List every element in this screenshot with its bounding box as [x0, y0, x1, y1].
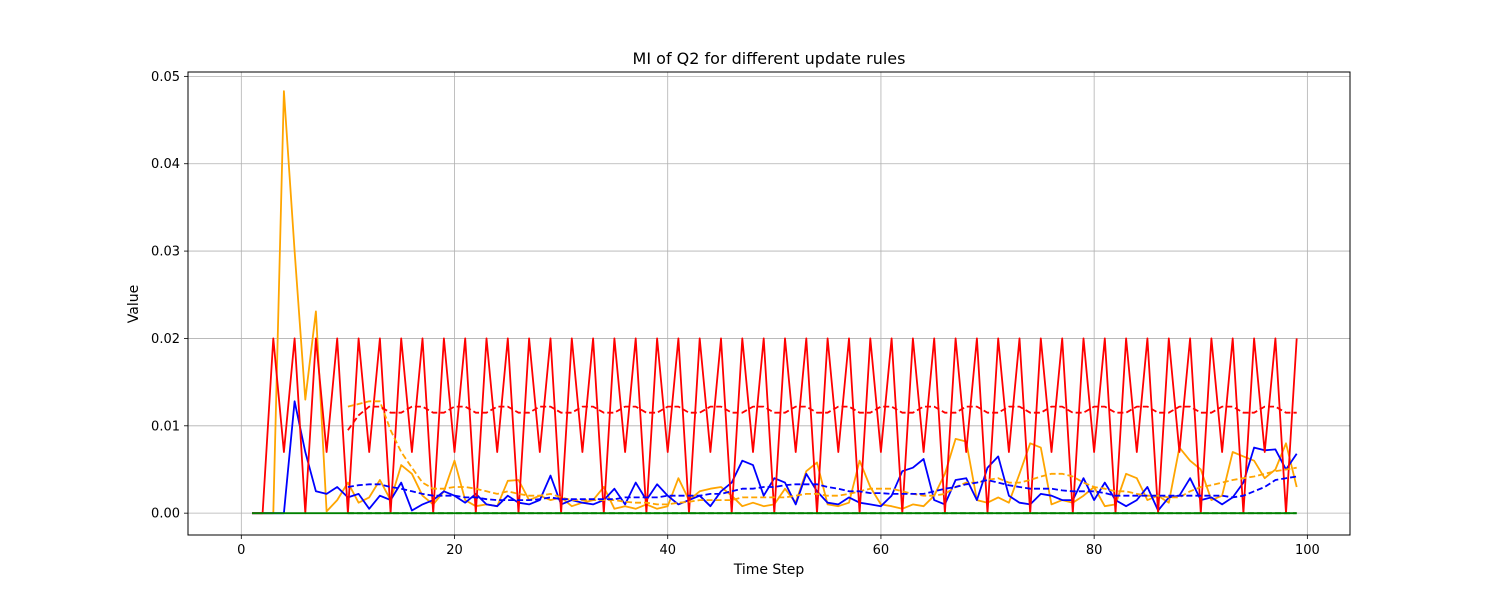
y-axis-label: Value	[126, 285, 142, 323]
ticks: 0 20 40 60 80 100 0.00 0.01 0.02 0.03 0.04 0.05	[151, 70, 1320, 558]
series-line-6	[347, 475, 1297, 502]
y-tick-label: 0.01	[151, 419, 180, 434]
x-axis-label: Time Step	[733, 562, 805, 578]
y-tick-label: 0.02	[151, 332, 180, 347]
y-tick-label: 0.05	[151, 70, 180, 85]
series-line-5	[347, 400, 1297, 506]
x-tick-label: 80	[1086, 543, 1103, 558]
y-tick-label: 0.00	[151, 507, 180, 522]
plot-frame	[187, 71, 1351, 536]
series-line-7	[347, 405, 1297, 431]
chart-title: MI of Q2 for different update rules	[633, 49, 906, 68]
y-tick-label: 0.03	[151, 245, 180, 260]
series-group	[252, 90, 1298, 515]
series-line-2	[252, 400, 1298, 515]
x-tick-label: 100	[1295, 543, 1320, 558]
x-tick-label: 20	[446, 543, 463, 558]
x-tick-label: 60	[873, 543, 890, 558]
x-tick-label: 40	[659, 543, 676, 558]
x-tick-label: 0	[237, 543, 245, 558]
y-tick-label: 0.04	[151, 157, 180, 172]
